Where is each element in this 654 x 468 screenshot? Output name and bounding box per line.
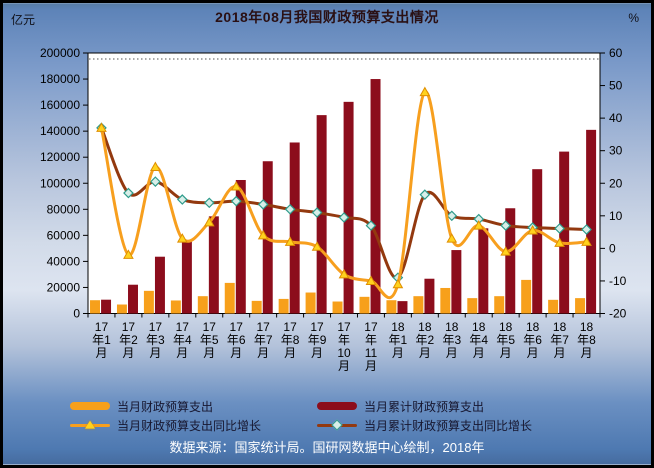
legend-label: 当月累计财政预算支出同比增长 xyxy=(364,418,533,433)
legend-item-cumulative-yoy: 当月累计财政预算支出同比增长 xyxy=(317,417,532,433)
x-axis xyxy=(87,313,601,318)
svg-text:60000: 60000 xyxy=(47,228,81,242)
svg-text:100000: 100000 xyxy=(40,176,80,190)
svg-text:0: 0 xyxy=(73,307,80,321)
svg-text:200000: 200000 xyxy=(40,46,80,60)
triangle-marker-icon xyxy=(85,420,95,429)
legend-label: 当月累计财政预算支出 xyxy=(364,399,485,414)
legend-item-monthly-expenditure: 当月财政预算支出 xyxy=(70,398,317,414)
chart-legend: 当月财政预算支出 当月累计财政预算支出 当月财政预算支出同比增长 当月累计财政预… xyxy=(70,398,532,433)
right-axis-unit-label: % xyxy=(628,11,639,25)
svg-text:40: 40 xyxy=(609,111,623,125)
svg-text:60: 60 xyxy=(609,46,623,60)
monthly-expenditure-bar-swatch-icon xyxy=(70,402,110,410)
chart-plot-area: 0 20000 40000 60000 80000 100000 120000 140000 1… xyxy=(40,46,627,373)
legend-label: 当月财政预算支出同比增长 xyxy=(117,418,262,433)
left-axis-unit-label: 亿元 xyxy=(11,13,36,27)
right-axis: -20 -10 0 10 20 30 40 50 60 xyxy=(600,46,627,321)
page-title: 2018年08月我国财政预算支出情况 xyxy=(215,9,439,25)
monthly-yoy-line-swatch-icon xyxy=(70,420,110,429)
data-source-caption: 数据来源：国家统计局。国研网数据中心绘制，2018年 xyxy=(169,440,485,455)
diamond-marker-icon xyxy=(331,419,343,431)
svg-text:-20: -20 xyxy=(609,307,627,321)
svg-text:10: 10 xyxy=(609,209,623,223)
legend-label: 当月财政预算支出 xyxy=(117,399,214,414)
left-axis: 0 20000 40000 60000 80000 100000 120000 140000 1… xyxy=(40,46,88,321)
bars-cumulative-expenditure xyxy=(101,79,597,314)
cumulative-expenditure-bar-swatch-icon xyxy=(317,402,357,410)
bars-monthly-expenditure xyxy=(90,279,586,314)
svg-text:30: 30 xyxy=(609,144,623,158)
svg-text:80000: 80000 xyxy=(47,202,81,216)
monthly-yoy-line xyxy=(96,86,592,300)
svg-text:50: 50 xyxy=(609,79,623,93)
svg-text:120000: 120000 xyxy=(40,150,80,164)
svg-text:-10: -10 xyxy=(609,274,627,288)
svg-text:160000: 160000 xyxy=(40,98,80,112)
svg-text:0: 0 xyxy=(609,241,616,255)
x-axis-labels: 17 年1 月 17 年2 月 17 年3 月 17 年4 月 17 年5 月 17 年6 月 17 年7 月 17 年8 月… xyxy=(92,320,596,373)
cumulative-yoy-line xyxy=(96,122,592,284)
svg-text:40000: 40000 xyxy=(47,254,81,268)
svg-text:140000: 140000 xyxy=(40,124,80,138)
svg-text:20000: 20000 xyxy=(47,280,81,294)
legend-item-monthly-yoy: 当月财政预算支出同比增长 xyxy=(70,417,317,433)
cumulative-yoy-line-swatch-icon xyxy=(317,419,357,431)
svg-text:20: 20 xyxy=(609,176,623,190)
legend-item-cumulative-expenditure: 当月累计财政预算支出 xyxy=(317,398,532,414)
svg-text:180000: 180000 xyxy=(40,72,80,86)
